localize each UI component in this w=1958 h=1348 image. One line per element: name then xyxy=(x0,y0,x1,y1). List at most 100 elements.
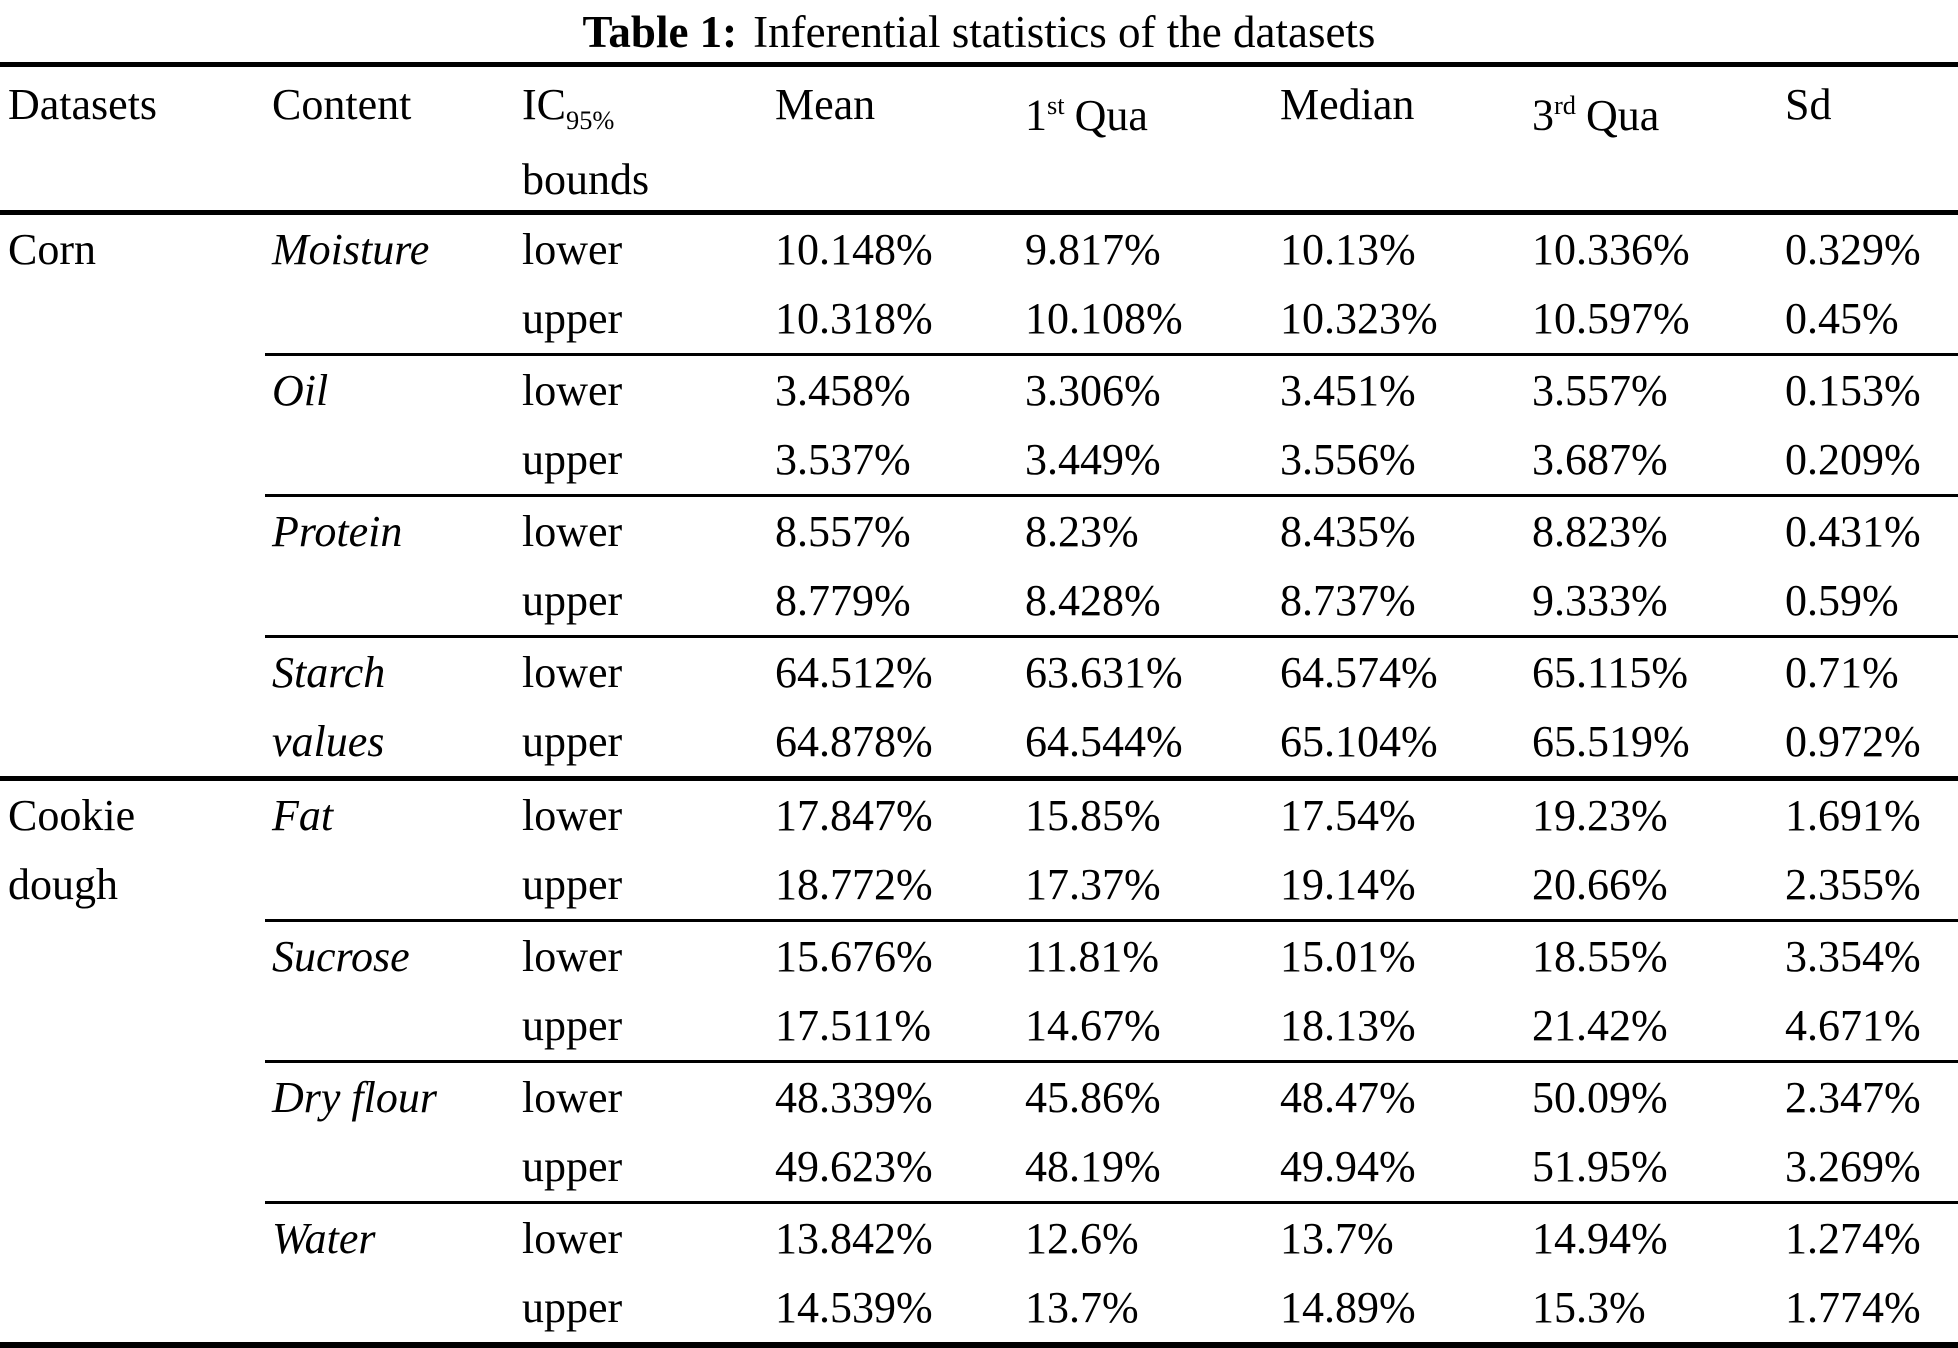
q3-cell: 3.557% xyxy=(1532,352,1785,425)
q3-cell: 21.42% xyxy=(1532,1000,1668,1050)
table-caption-label: Table 1: xyxy=(582,7,738,57)
ic-base-text: IC xyxy=(522,80,566,129)
col-header-first-quartile: 1st Qua xyxy=(1025,64,1280,215)
q1-cell: 13.7% xyxy=(1025,1282,1139,1332)
mean-cell: 8.779% xyxy=(775,575,911,625)
median-cell: 49.94% xyxy=(1280,1141,1416,1191)
q1-cell: 12.6% xyxy=(1025,1200,1280,1273)
q3-cell: 15.3% xyxy=(1532,1282,1646,1332)
table-row: upper 3.537% 3.449% 3.556% 3.687% 0.209% xyxy=(0,425,1958,496)
table-row: Oil lower 3.458% 3.306% 3.451% 3.557% 0.… xyxy=(0,352,1958,496)
q1-cell: 48.19% xyxy=(1025,1141,1161,1191)
col-header-mean: Mean xyxy=(775,64,1025,215)
table-row: Water lower 13.842% 12.6% 13.7% 14.94% 1… xyxy=(0,1200,1958,1345)
q3-cell: 14.94% xyxy=(1532,1200,1785,1273)
table-caption: Table 1: Inferential statistics of the da… xyxy=(0,0,1958,62)
q3-ordinal-suffix: rd xyxy=(1554,90,1576,120)
sd-cell: 1.274% xyxy=(1785,1200,1958,1273)
mean-cell: 8.557% xyxy=(775,493,1025,566)
sd-cell: 1.691% xyxy=(1785,775,1958,850)
q3-cell: 65.519% xyxy=(1532,716,1690,766)
sd-cell: 0.329% xyxy=(1785,224,1921,274)
sd-cell: 2.347% xyxy=(1785,1059,1958,1132)
sd-cell: 0.59% xyxy=(1785,575,1899,625)
table-row: Corn Moisture lower 10.148% 9.817% 10.13… xyxy=(0,212,1958,284)
q1-cell: 8.23% xyxy=(1025,493,1280,566)
median-cell: 18.13% xyxy=(1280,1000,1416,1050)
q3-cell: 20.66% xyxy=(1532,859,1668,909)
table-row: Starch values lower 64.512% 63.631% 64.5… xyxy=(0,634,1958,779)
q1-cell: 17.37% xyxy=(1025,859,1161,909)
q3-word: Qua xyxy=(1585,90,1660,140)
q3-cell: 10.336% xyxy=(1532,224,1690,274)
bound-cell: upper xyxy=(522,1282,623,1332)
table-row: Sucrose lower 15.676% 11.81% 15.01% 18.5… xyxy=(0,918,1958,1062)
sd-cell: 1.774% xyxy=(1785,1282,1921,1332)
median-cell: 65.104% xyxy=(1280,716,1438,766)
header-row: Datasets Content IC95% bounds Mean 1st Qua… xyxy=(0,64,1958,215)
q1-cell: 3.306% xyxy=(1025,352,1280,425)
bound-cell: upper xyxy=(522,575,623,625)
bound-cell: lower xyxy=(520,493,775,566)
sd-cell: 0.972% xyxy=(1785,716,1921,766)
bound-cell: upper xyxy=(522,1000,623,1050)
table-row: upper 49.623% 48.19% 49.94% 51.95% 3.269… xyxy=(0,1132,1958,1203)
sd-cell: 4.671% xyxy=(1785,1000,1921,1050)
q3-cell: 8.823% xyxy=(1532,493,1785,566)
q3-cell: 3.687% xyxy=(1532,434,1668,484)
bound-cell: lower xyxy=(520,352,775,425)
content-cell-water: Water xyxy=(265,1200,520,1345)
q3-cell: 18.55% xyxy=(1532,918,1785,991)
mean-cell: 64.512% xyxy=(775,634,1025,707)
median-cell: 19.14% xyxy=(1280,859,1416,909)
col-header-content: Content xyxy=(265,64,520,215)
content-cell-moisture: Moisture xyxy=(272,224,430,274)
q1-cell: 11.81% xyxy=(1025,918,1280,991)
q1-cell: 45.86% xyxy=(1025,1059,1280,1132)
bound-cell: lower xyxy=(520,1200,775,1273)
median-cell: 10.323% xyxy=(1280,293,1438,343)
bound-cell: upper xyxy=(522,1141,623,1191)
mean-cell: 15.676% xyxy=(775,918,1025,991)
content-cell-sucrose: Sucrose xyxy=(265,918,520,1062)
mean-cell: 3.458% xyxy=(775,352,1025,425)
sd-cell: 0.45% xyxy=(1785,293,1899,343)
sd-cell: 3.354% xyxy=(1785,918,1958,991)
col-header-datasets: Datasets xyxy=(0,64,265,215)
bound-cell: upper xyxy=(522,293,623,343)
median-cell: 48.47% xyxy=(1280,1059,1532,1132)
table-row: upper 18.772% 17.37% 19.14% 20.66% 2.355… xyxy=(0,850,1958,921)
inferential-statistics-table: Datasets Content IC95% bounds Mean 1st Qua… xyxy=(0,62,1958,1348)
table-caption-text: Inferential statistics of the datasets xyxy=(753,7,1376,57)
q3-cell: 65.115% xyxy=(1532,634,1785,707)
sd-cell: 0.431% xyxy=(1785,493,1958,566)
q3-cell: 10.597% xyxy=(1532,293,1690,343)
bound-cell: lower xyxy=(520,634,775,707)
median-cell: 3.451% xyxy=(1280,352,1532,425)
ic-bounds-text: bounds xyxy=(522,154,650,204)
table-row: Cookie dough Fat lower 17.847% 15.85% 17… xyxy=(0,775,1958,1345)
median-cell: 17.54% xyxy=(1280,775,1532,850)
sd-cell: 0.71% xyxy=(1785,634,1958,707)
mean-cell: 49.623% xyxy=(775,1141,933,1191)
median-cell: 14.89% xyxy=(1280,1282,1416,1332)
content-cell-protein: Protein xyxy=(265,493,520,637)
dataset-cell-cookie-dough: Cookie dough xyxy=(0,775,265,1345)
mean-cell: 48.339% xyxy=(775,1059,1025,1132)
mean-cell: 17.511% xyxy=(775,1000,932,1050)
sd-cell: 0.153% xyxy=(1785,352,1958,425)
q1-cell: 64.544% xyxy=(1025,716,1183,766)
sd-cell: 3.269% xyxy=(1785,1141,1921,1191)
q1-cell: 15.85% xyxy=(1025,775,1280,850)
median-cell: 64.574% xyxy=(1280,634,1532,707)
content-cell-oil: Oil xyxy=(265,352,520,496)
table-row: upper 64.878% 64.544% 65.104% 65.519% 0.… xyxy=(0,707,1958,779)
mean-cell: 64.878% xyxy=(775,716,933,766)
mean-cell: 13.842% xyxy=(775,1200,1025,1273)
q1-number: 1 xyxy=(1025,90,1047,140)
median-cell: 8.435% xyxy=(1280,493,1532,566)
q1-cell: 14.67% xyxy=(1025,1000,1161,1050)
bound-cell: upper xyxy=(522,859,623,909)
table-row: upper 17.511% 14.67% 18.13% 21.42% 4.671… xyxy=(0,991,1958,1062)
q3-cell: 50.09% xyxy=(1532,1059,1785,1132)
